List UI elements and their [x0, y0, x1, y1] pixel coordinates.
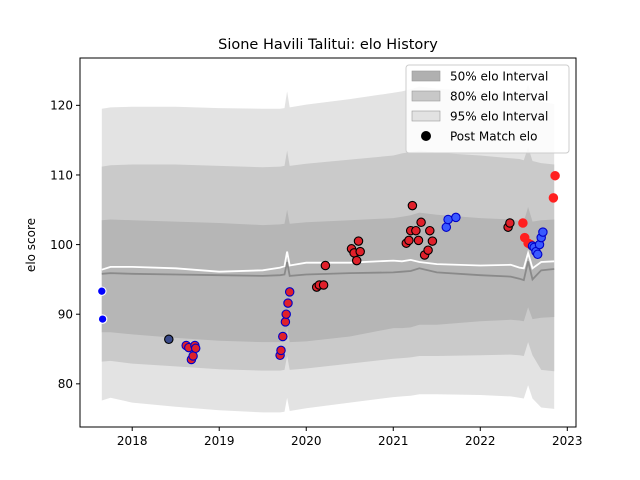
legend-label: Post Match elo	[450, 129, 537, 143]
post-match-elo-point	[443, 214, 453, 225]
post-match-elo-point	[351, 255, 362, 266]
mean-line	[101, 249, 555, 273]
legend-label: 50% elo Interval	[450, 69, 548, 83]
post-match-elo-point	[188, 351, 198, 361]
post-match-elo-point	[550, 170, 560, 181]
post-match-elo-point	[190, 343, 201, 354]
post-match-elo-point	[532, 249, 543, 260]
post-match-elo-point	[411, 225, 421, 236]
post-match-elo-point	[451, 212, 461, 223]
post-match-elo-point	[97, 314, 108, 324]
y-tick-label: 110	[50, 168, 73, 182]
legend-swatch	[411, 90, 441, 102]
plot-content	[97, 84, 560, 413]
post-match-elo-point	[280, 317, 291, 327]
post-match-elo-point	[413, 235, 424, 246]
post-match-elo-point	[518, 218, 528, 228]
axes-frame	[79, 57, 577, 428]
legend-label: 95% elo Interval	[450, 109, 548, 123]
post-match-elo-point	[276, 345, 286, 356]
post-match-elo-point	[320, 260, 331, 271]
legend-swatch	[411, 110, 441, 122]
post-match-elo-point	[281, 309, 291, 319]
post-match-elo-point	[427, 236, 438, 246]
post-match-elo-point	[353, 236, 364, 246]
post-match-elo-point	[355, 246, 365, 257]
legend-box	[405, 64, 570, 154]
post-match-elo-point	[318, 280, 329, 290]
y-tick-label: 120	[50, 99, 73, 113]
x-tick-label: 2022	[465, 434, 496, 448]
y-axis-label: elo score	[24, 218, 38, 272]
x-tick-label: 2020	[291, 434, 322, 448]
post-match-elo-point	[416, 217, 426, 228]
x-tick-label: 2018	[117, 434, 148, 448]
post-match-elo-point	[538, 227, 548, 237]
post-match-elo-point	[97, 286, 107, 296]
plot-area: 2018 2019 2020 2021 2022 2023 80 90 100 110 120	[50, 57, 583, 448]
post-match-elo-point	[423, 245, 433, 255]
x-tick-label: 2021	[378, 434, 409, 448]
legend: 50% elo Interval 80% elo Interval 95% elo …	[405, 64, 570, 154]
median-line	[101, 261, 555, 282]
y-tick-label: 80	[58, 377, 73, 391]
legend-swatch	[411, 70, 441, 82]
post-match-elo-point	[505, 218, 515, 228]
post-match-elo-point	[404, 235, 414, 246]
post-match-elo-point	[407, 200, 418, 211]
y-tick-label: 100	[50, 238, 73, 252]
post-match-elo-point	[425, 225, 435, 236]
legend-marker	[421, 131, 431, 141]
x-tick-label: 2023	[552, 434, 583, 448]
x-tick-label: 2019	[204, 434, 235, 448]
post-match-elo-point	[548, 193, 559, 203]
post-match-elo-point	[284, 287, 295, 297]
y-tick-label: 90	[58, 308, 73, 322]
chart-title: Sione Havili Talitui: elo History	[218, 37, 438, 53]
post-match-elo-point	[278, 331, 288, 342]
post-match-elo-point	[283, 298, 293, 308]
legend-label: 80% elo Interval	[450, 89, 548, 103]
post-match-elo-point	[164, 334, 174, 345]
post-match-elo-point	[441, 222, 452, 232]
